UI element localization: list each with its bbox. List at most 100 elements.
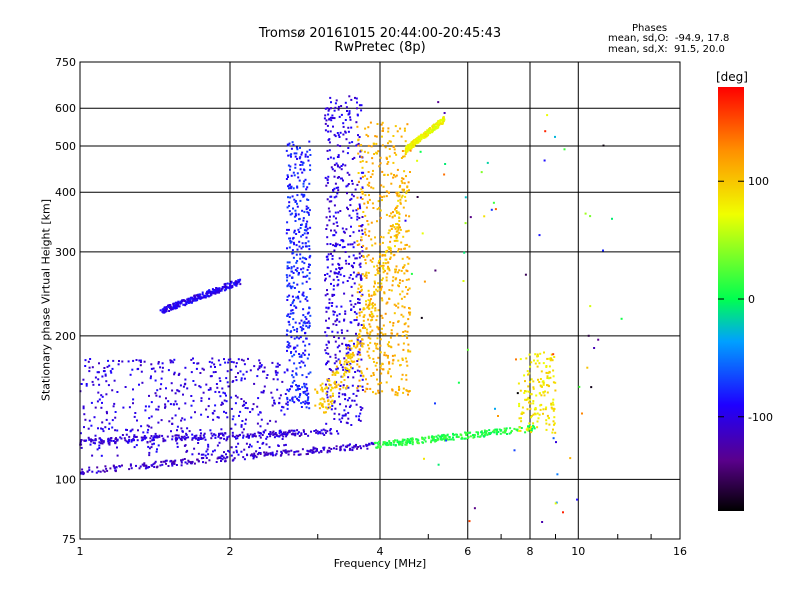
- echo-point: [372, 372, 375, 374]
- echo-point: [377, 383, 380, 386]
- echo-point: [339, 210, 342, 212]
- echo-point: [419, 137, 422, 139]
- echo-point: [296, 186, 299, 189]
- echo-point: [442, 119, 445, 122]
- echo-point: [349, 243, 352, 246]
- echo-point: [307, 397, 310, 400]
- echo-point: [358, 302, 361, 304]
- echo-point: [292, 207, 294, 210]
- echo-point: [204, 296, 207, 299]
- y-tick-label: 100: [55, 473, 76, 486]
- echo-point: [384, 251, 387, 254]
- echo-point: [136, 419, 138, 422]
- echo-point: [569, 457, 572, 460]
- echo-point: [387, 265, 389, 268]
- echo-point: [355, 144, 358, 147]
- echo-point: [396, 192, 399, 195]
- echo-point: [395, 334, 398, 337]
- echo-point: [115, 466, 118, 469]
- echo-point: [394, 227, 397, 230]
- echo-point: [356, 340, 359, 343]
- echo-point: [336, 132, 339, 134]
- echo-point: [215, 383, 218, 385]
- echo-point: [407, 181, 410, 184]
- echo-point: [334, 374, 337, 376]
- echo-point: [520, 420, 523, 423]
- echo-point: [396, 226, 399, 229]
- echo-point: [235, 379, 238, 382]
- echo-point: [554, 389, 557, 392]
- echo-point: [342, 163, 344, 166]
- echo-point: [355, 403, 358, 406]
- echo-point: [299, 393, 302, 395]
- echo-point: [407, 325, 410, 328]
- echo-point: [212, 418, 215, 421]
- echo-point: [274, 370, 277, 373]
- echo-point: [379, 243, 382, 246]
- echo-point: [292, 143, 295, 146]
- echo-point: [398, 186, 401, 189]
- echo-point: [306, 399, 309, 402]
- echo-point: [326, 258, 329, 261]
- echo-point: [140, 439, 143, 442]
- echo-point: [390, 228, 393, 230]
- echo-point: [321, 432, 324, 435]
- echo-point: [114, 438, 117, 441]
- echo-point: [405, 334, 408, 337]
- echo-point: [355, 121, 358, 124]
- echo-point: [330, 402, 333, 405]
- echo-point: [108, 364, 111, 367]
- echo-point: [326, 346, 329, 349]
- echo-point: [304, 153, 307, 156]
- echo-point: [386, 441, 389, 444]
- echo-point: [342, 122, 345, 125]
- echo-point: [218, 391, 221, 394]
- echo-point: [356, 183, 359, 186]
- echo-point: [337, 134, 340, 137]
- echo-point: [307, 159, 310, 162]
- echo-point: [520, 417, 522, 420]
- echo-point: [362, 342, 365, 345]
- echo-point: [354, 371, 357, 373]
- echo-point: [406, 270, 409, 273]
- echo-point: [89, 443, 92, 446]
- echo-point: [532, 422, 535, 425]
- echo-point: [194, 411, 196, 414]
- echo-point: [374, 236, 376, 239]
- echo-point: [586, 366, 589, 369]
- echo-point: [379, 258, 381, 260]
- echo-point: [388, 442, 391, 445]
- echo-point: [346, 361, 348, 364]
- echo-point: [162, 437, 165, 440]
- echo-point: [294, 268, 297, 271]
- echo-point: [381, 254, 384, 257]
- echo-point: [343, 374, 346, 377]
- echo-point: [348, 214, 351, 217]
- echo-point: [300, 432, 303, 435]
- echo-point: [135, 435, 138, 438]
- echo-point: [348, 255, 351, 258]
- echo-point: [354, 445, 357, 448]
- echo-point: [344, 119, 347, 121]
- echo-point: [359, 419, 362, 422]
- echo-point: [256, 440, 259, 443]
- echo-point: [162, 439, 165, 442]
- echo-point: [290, 266, 293, 269]
- echo-point: [235, 282, 238, 285]
- echo-point: [302, 195, 305, 198]
- echo-point: [305, 318, 308, 320]
- echo-point: [392, 324, 395, 327]
- echo-point: [349, 355, 352, 358]
- echo-point: [495, 430, 498, 433]
- echo-point: [360, 370, 363, 373]
- echo-point: [371, 173, 374, 176]
- echo-point: [239, 278, 242, 281]
- echo-point: [409, 440, 412, 443]
- echo-point: [184, 402, 187, 405]
- echo-point: [399, 293, 402, 296]
- echo-point: [294, 166, 297, 169]
- echo-point: [212, 291, 215, 294]
- echo-point: [302, 324, 305, 327]
- echo-point: [403, 438, 406, 441]
- echo-point: [210, 432, 213, 435]
